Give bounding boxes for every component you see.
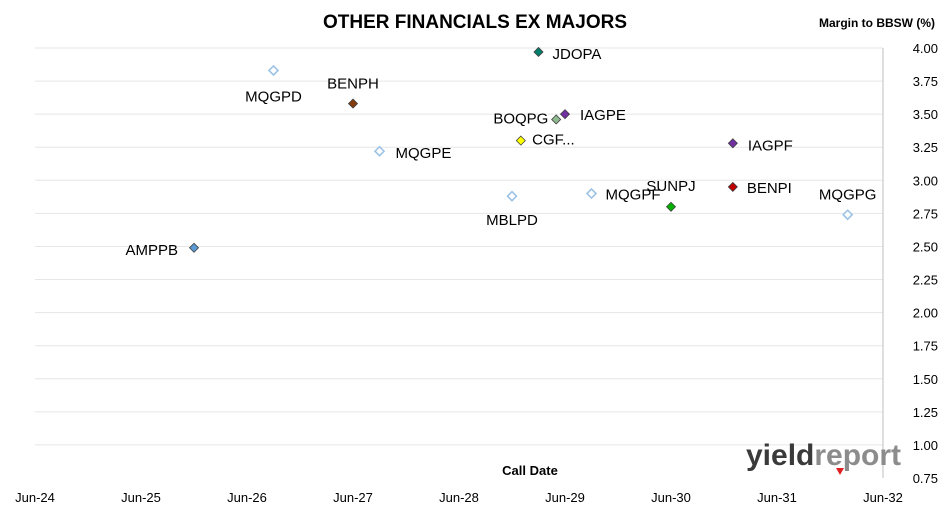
y-tick-label: 1.00 bbox=[913, 438, 938, 453]
marker-benpi bbox=[727, 181, 738, 192]
chart-title: OTHER FINANCIALS EX MAJORS bbox=[323, 12, 627, 33]
data-label: JDOPA bbox=[553, 46, 602, 63]
y-tick-label: 2.75 bbox=[913, 206, 938, 221]
y-tick-label: 3.00 bbox=[913, 173, 938, 188]
y-tick-label: 1.25 bbox=[913, 405, 938, 420]
x-axis-label: Call Date bbox=[502, 463, 558, 478]
marker-amppb bbox=[188, 242, 200, 253]
marker-sunpj bbox=[665, 201, 677, 212]
marker-mqgpf bbox=[585, 187, 598, 200]
logo-text-report: report bbox=[814, 439, 901, 472]
x-tick-label: Jun-28 bbox=[439, 490, 479, 505]
y-tick-label: 2.25 bbox=[913, 273, 938, 288]
y-tick-label: 1.50 bbox=[913, 372, 938, 387]
marker-iagpf bbox=[727, 138, 738, 149]
data-label: MQGPD bbox=[245, 88, 302, 105]
data-labels: AMPPB MQGPD BENPH MQGPE JDOPA BOQPG IAGPE CGF..… bbox=[125, 46, 876, 259]
x-tick-label: Jun-24 bbox=[15, 490, 55, 505]
data-label: BOQPG bbox=[493, 111, 548, 128]
svg-text:yieldreport: yieldreport bbox=[746, 439, 901, 472]
data-label: MQGPE bbox=[396, 145, 452, 162]
y-tick-label: 0.75 bbox=[913, 471, 938, 486]
x-tick-label: Jun-32 bbox=[863, 490, 903, 505]
data-label: MBLPD bbox=[486, 212, 538, 229]
y-axis-label: Margin to BBSW (%) bbox=[819, 16, 935, 30]
gridlines bbox=[35, 47, 883, 446]
data-label: AMPPB bbox=[125, 242, 178, 259]
marker-cgf bbox=[551, 114, 562, 125]
x-tick-label: Jun-26 bbox=[227, 490, 267, 505]
y-tick-labels: 0.75 1.00 1.25 1.50 1.75 2.00 2.25 2.50 2.75 3.00… bbox=[913, 41, 938, 486]
x-tick-label: Jun-29 bbox=[545, 490, 585, 505]
y-tick-label: 2.00 bbox=[913, 306, 938, 321]
x-tick-labels: Jun-24 Jun-25 Jun-26 Jun-27 Jun-28 Jun-29 Jun-… bbox=[15, 490, 903, 505]
data-label: SUNPJ bbox=[646, 178, 695, 195]
x-tick-label: Jun-25 bbox=[121, 490, 161, 505]
x-tick-label: Jun-27 bbox=[333, 490, 373, 505]
data-label: BENPI bbox=[747, 180, 792, 197]
marker-iagpe bbox=[559, 109, 571, 120]
logo-text-yield: yield bbox=[746, 439, 814, 472]
logo-arrow-icon bbox=[836, 468, 844, 475]
marker-mqgpe bbox=[373, 145, 386, 157]
marker-mblpd bbox=[506, 190, 518, 202]
marker-boqpg bbox=[515, 135, 526, 146]
data-label: IAGPF bbox=[748, 137, 793, 154]
marker-jdopa bbox=[533, 46, 544, 58]
y-tick-label: 3.75 bbox=[913, 74, 938, 89]
data-label: CGF... bbox=[532, 131, 575, 148]
y-tick-label: 1.75 bbox=[913, 339, 938, 354]
y-tick-label: 3.25 bbox=[913, 140, 938, 155]
data-points bbox=[188, 46, 854, 253]
marker-mqgpd bbox=[267, 64, 280, 77]
y-tick-label: 4.00 bbox=[913, 41, 938, 56]
marker-mqgpg bbox=[842, 209, 854, 221]
y-tick-label: 2.50 bbox=[913, 239, 938, 254]
data-label: BENPH bbox=[327, 76, 379, 93]
data-label: MQGPF bbox=[606, 187, 661, 204]
data-label: MQGPG bbox=[819, 187, 877, 204]
data-label: IAGPE bbox=[580, 107, 626, 124]
yieldreport-logo: yieldreport bbox=[746, 439, 901, 475]
marker-benph bbox=[347, 98, 359, 109]
y-tick-label: 3.50 bbox=[913, 107, 938, 122]
x-tick-label: Jun-31 bbox=[757, 490, 797, 505]
x-tick-label: Jun-30 bbox=[651, 490, 691, 505]
